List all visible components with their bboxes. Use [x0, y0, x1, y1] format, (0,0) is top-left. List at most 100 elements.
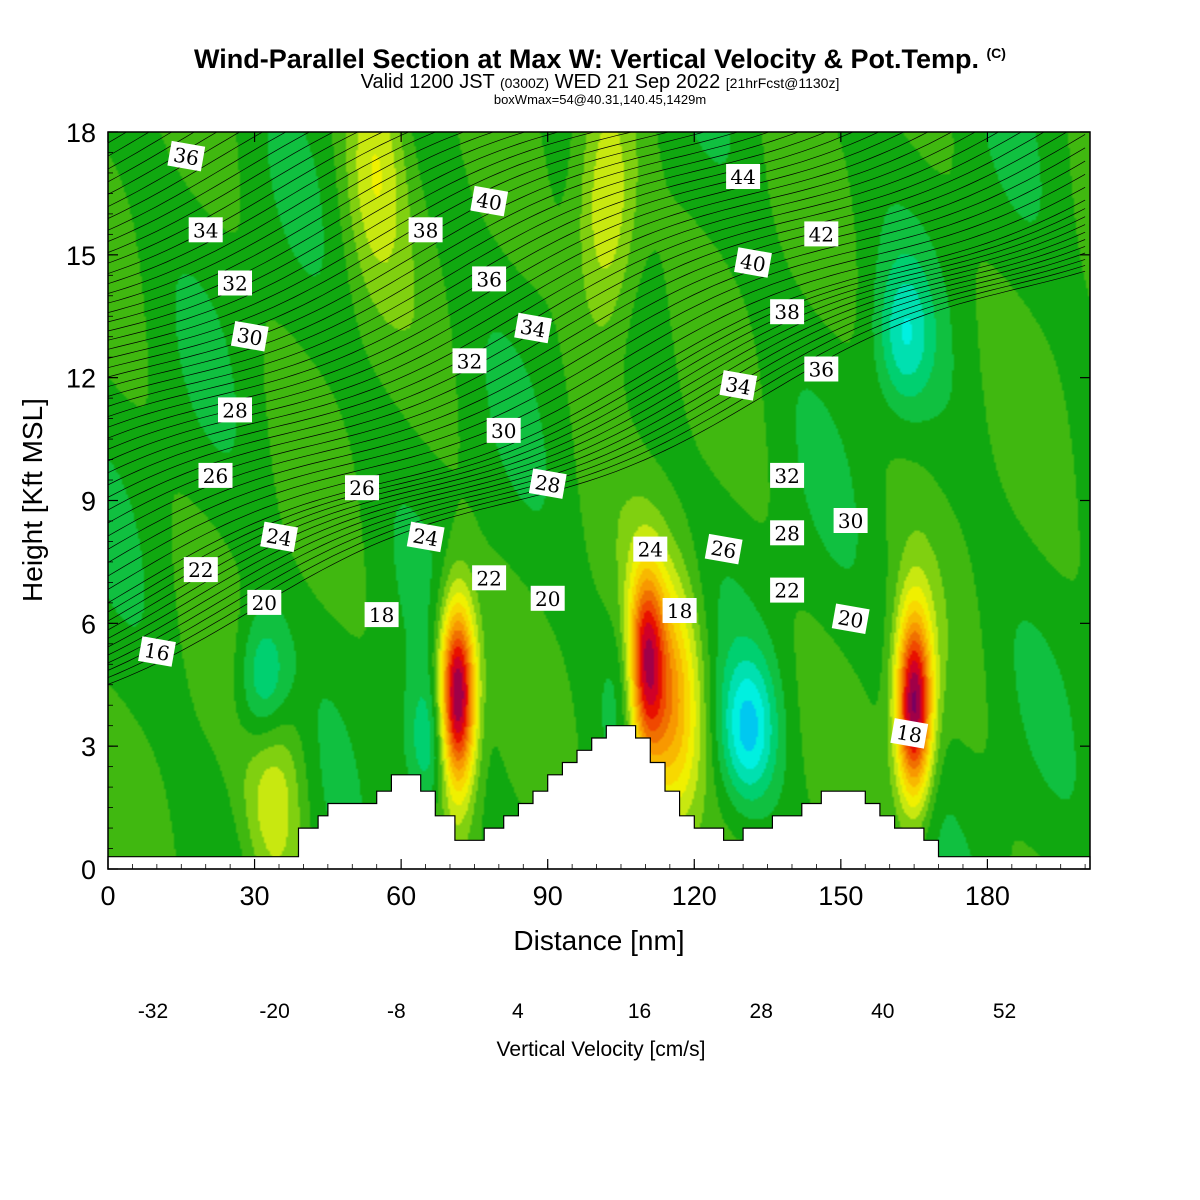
title-mark: (C)	[986, 45, 1006, 61]
theta-contour-line	[108, 132, 828, 407]
theta-label-box	[138, 636, 176, 667]
theta-label: 34	[514, 312, 552, 344]
y-tick-label: 15	[66, 241, 96, 271]
theta-contour-line	[108, 132, 437, 294]
y-tick-label: 12	[66, 364, 96, 394]
chart-info: boxWmax=54@40.31,140.45,1429m	[493, 92, 707, 107]
colorbar-tick-label: -20	[259, 1000, 289, 1023]
colorbar-tick-label: 16	[628, 1000, 651, 1023]
theta-label: 26	[345, 475, 379, 501]
theta-contour-line	[108, 112, 1085, 130]
theta-contour-line	[108, 259, 1086, 671]
theta-label-text: 26	[349, 476, 374, 500]
theta-label-box	[804, 221, 839, 247]
theta-label-box	[408, 217, 443, 243]
theta-label: 20	[831, 603, 870, 634]
theta-label-text: 26	[709, 536, 738, 564]
theta-label-text: 30	[491, 419, 516, 443]
theta-label: 22	[770, 577, 805, 603]
theta-label-text: 34	[518, 314, 547, 342]
theta-contour-line	[108, 132, 410, 285]
theta-label: 16	[138, 636, 176, 667]
theta-label-text: 28	[774, 521, 799, 545]
theta-label-box	[218, 270, 252, 296]
theta-label-text: 30	[838, 509, 863, 533]
theta-label-text: 36	[809, 358, 834, 382]
colorbar-tick-label: 28	[750, 1000, 773, 1023]
theta-label-text: 24	[264, 523, 293, 551]
theta-label-text: 22	[188, 558, 213, 582]
colorbar-label: Vertical Velocity [cm/s]	[497, 1038, 706, 1061]
theta-contour-line	[108, 132, 929, 450]
theta-contour-line	[108, 132, 335, 253]
x-axis: 0 30 60 90 120 150 180	[100, 132, 1086, 911]
theta-contour-line	[108, 246, 1086, 656]
theta-label-text: 30	[235, 323, 264, 351]
colorbar-tick-label: -32	[138, 1000, 168, 1023]
colorbar-tick-label: -8	[387, 1000, 406, 1023]
theta-label-text: 22	[774, 579, 799, 603]
theta-label-text: 28	[533, 470, 562, 498]
subtitle-date: WED 21 Sep 2022	[554, 71, 721, 93]
theta-contour-line	[108, 132, 953, 462]
y-tick-label: 3	[81, 732, 96, 762]
theta-contour-line	[108, 265, 1086, 678]
theta-label-box	[218, 397, 252, 423]
theta-contour-line	[108, 132, 1022, 498]
theta-label-box	[734, 247, 772, 278]
y-tick-label: 18	[66, 118, 96, 148]
theta-label: 28	[528, 468, 567, 499]
theta-label: 22	[472, 565, 507, 591]
theta-contour-line	[108, 132, 634, 350]
theta-contour-line	[108, 132, 905, 439]
theta-label: 24	[633, 536, 668, 562]
theta-label-text: 18	[369, 603, 394, 627]
theta-contour-line	[108, 132, 1000, 486]
chart-subtitle: Valid 1200 JST (0300Z) WED 21 Sep 2022 […	[0, 71, 1200, 94]
theta-contour-line	[108, 132, 800, 397]
theta-contour-line	[108, 132, 1045, 511]
theta-label: 28	[770, 520, 805, 546]
theta-label: 44	[726, 164, 761, 189]
theta-contours	[108, 112, 1086, 685]
theta-label: 18	[890, 718, 929, 749]
theta-contour-line	[108, 132, 287, 231]
theta-contour-line	[108, 132, 596, 341]
theta-label: 26	[198, 462, 233, 488]
theta-contour-line	[108, 132, 739, 378]
theta-label-box	[719, 370, 758, 401]
theta-label-box	[770, 299, 805, 325]
theta-label-box	[770, 520, 805, 546]
theta-label-box	[406, 521, 445, 553]
theta-label-box	[831, 603, 870, 634]
theta-label-text: 16	[142, 638, 171, 666]
theta-label-text: 38	[774, 300, 799, 324]
theta-contour-line	[108, 160, 1086, 563]
theta-label-text: 18	[895, 720, 924, 748]
subtitle-forecast: [21hrFcst@1130z]	[725, 75, 840, 91]
theta-contour-line	[108, 239, 1086, 648]
theta-label-box	[662, 598, 697, 623]
theta-label: 36	[167, 140, 206, 172]
theta-label-text: 36	[172, 143, 201, 171]
x-tick-label: 120	[672, 881, 717, 911]
theta-contour-line	[108, 132, 706, 369]
theta-contour-line	[108, 132, 384, 274]
theta-contour-line	[108, 173, 1086, 577]
theta-label: 18	[662, 598, 697, 623]
theta-label-box	[890, 718, 929, 749]
theta-label: 30	[486, 417, 521, 443]
theta-label-text: 32	[222, 272, 247, 296]
theta-label-text: 28	[222, 398, 247, 422]
theta-label-box	[345, 475, 379, 501]
chart-title-text: Wind-Parallel Section at Max W: Vertical…	[194, 44, 979, 74]
theta-label-text: 36	[476, 267, 501, 291]
theta-label-box	[472, 266, 507, 292]
theta-contour-line	[108, 186, 1086, 590]
x-tick-label: 180	[965, 881, 1010, 911]
colorbar: -32 -20 -8 4 16 28 40 52	[138, 1000, 1016, 1023]
theta-label-box	[230, 320, 269, 352]
theta-contour-line	[108, 199, 1086, 604]
